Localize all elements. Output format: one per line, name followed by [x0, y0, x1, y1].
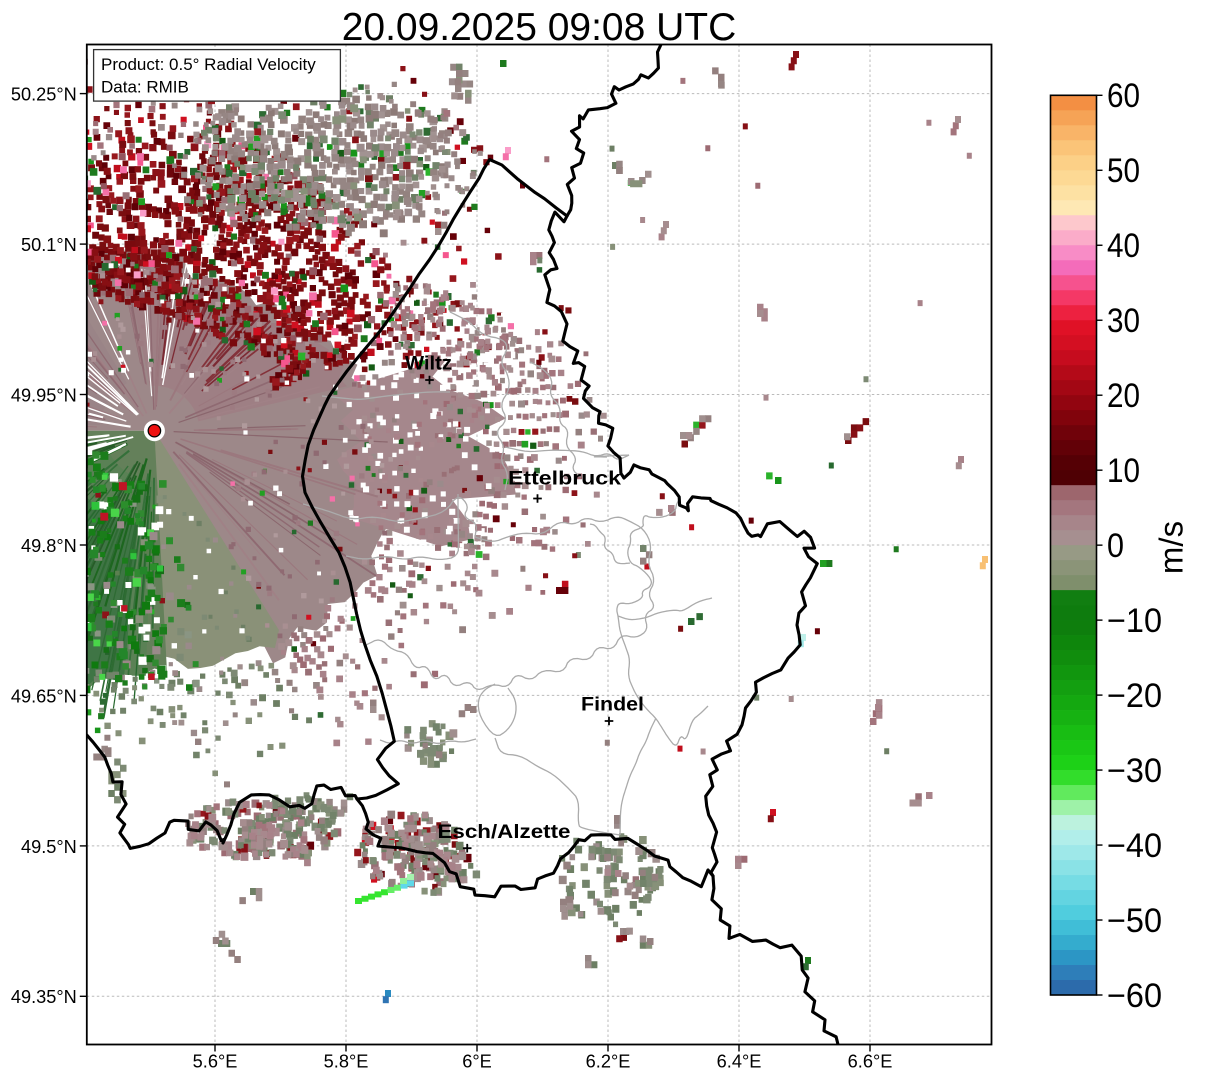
svg-text:49.8°N: 49.8°N — [21, 536, 77, 556]
svg-text:6°E: 6°E — [462, 1052, 492, 1072]
svg-text:50.25°N: 50.25°N — [11, 85, 77, 105]
svg-text:−30: −30 — [1107, 752, 1162, 790]
svg-text:50: 50 — [1107, 152, 1140, 190]
svg-text:20.09.2025 09:08 UTC: 20.09.2025 09:08 UTC — [342, 6, 737, 49]
svg-text:Product: 0.5° Radial Velocity: Product: 0.5° Radial Velocity — [101, 55, 316, 74]
svg-text:49.65°N: 49.65°N — [11, 686, 77, 706]
svg-text:6.2°E: 6.2°E — [586, 1052, 631, 1072]
svg-text:Wiltz: Wiltz — [405, 353, 452, 375]
svg-text:0: 0 — [1107, 527, 1124, 565]
svg-text:Ettelbruck: Ettelbruck — [508, 468, 621, 490]
svg-text:49.5°N: 49.5°N — [21, 837, 77, 857]
svg-text:49.35°N: 49.35°N — [11, 987, 77, 1007]
svg-text:m/s: m/s — [1153, 521, 1190, 574]
svg-text:Data: RMIB: Data: RMIB — [101, 78, 189, 97]
svg-text:60: 60 — [1107, 77, 1140, 115]
svg-text:30: 30 — [1107, 302, 1140, 340]
svg-text:Esch/Alzette: Esch/Alzette — [438, 821, 571, 843]
svg-text:6.4°E: 6.4°E — [717, 1052, 762, 1072]
svg-text:−40: −40 — [1107, 827, 1162, 865]
svg-text:10: 10 — [1107, 452, 1140, 490]
svg-text:5.6°E: 5.6°E — [193, 1052, 238, 1072]
svg-text:−50: −50 — [1107, 902, 1162, 940]
svg-text:50.1°N: 50.1°N — [21, 235, 77, 255]
svg-text:49.95°N: 49.95°N — [11, 385, 77, 405]
svg-text:5.8°E: 5.8°E — [324, 1052, 369, 1072]
svg-text:40: 40 — [1107, 227, 1140, 265]
svg-text:−20: −20 — [1107, 677, 1162, 715]
svg-text:6.6°E: 6.6°E — [848, 1052, 893, 1072]
svg-text:−60: −60 — [1107, 977, 1162, 1015]
svg-text:−10: −10 — [1107, 602, 1162, 640]
svg-text:20: 20 — [1107, 377, 1140, 415]
svg-text:Findel: Findel — [581, 694, 644, 716]
